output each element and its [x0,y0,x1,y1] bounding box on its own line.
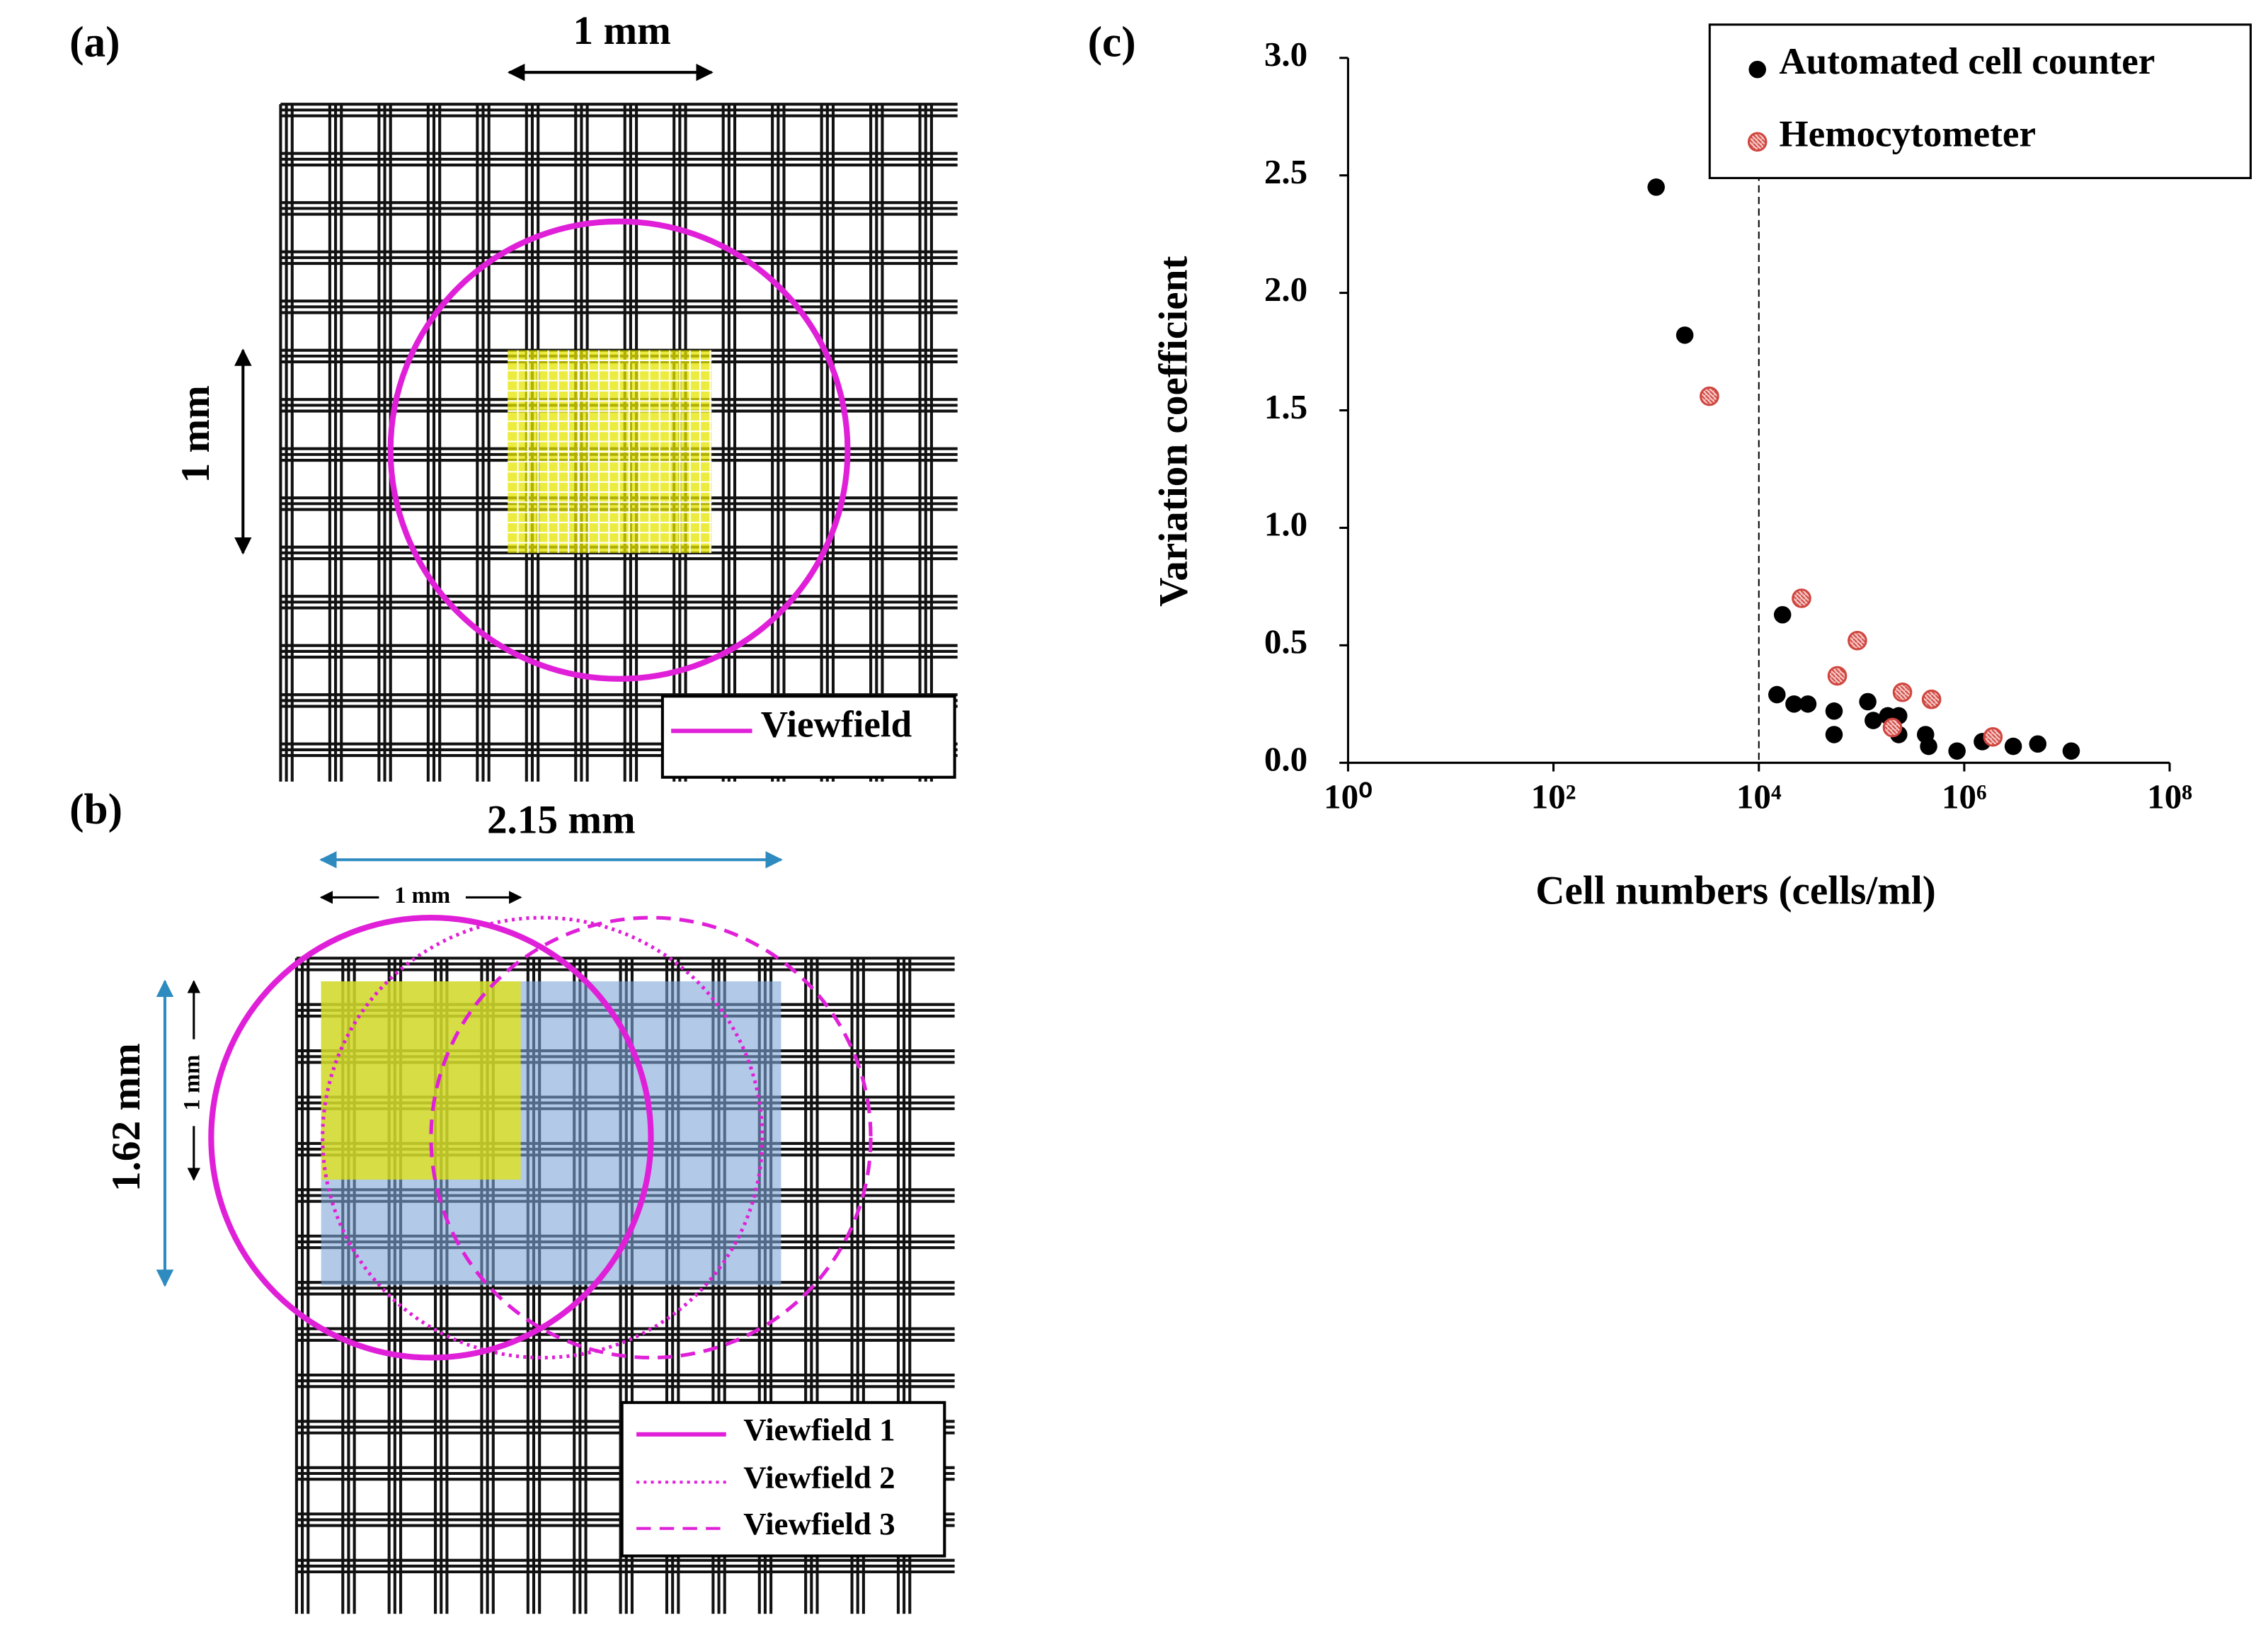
dimension-label: 1 mm [394,883,450,908]
center-square [321,981,521,1180]
legend-label: Viewfield [761,704,912,745]
legend-box [1708,23,2252,179]
y-tick-label: 1.0 [1264,505,1307,544]
legend-label: Viewfield 3 [743,1506,895,1541]
y-tick-label: 2.0 [1264,270,1307,309]
data-point [1948,742,1966,760]
data-point [1768,685,1786,704]
x-tick-label: 10⁸ [2147,777,2192,816]
data-point [1921,689,1942,709]
viewfield-3 [429,916,873,1360]
data-point [1848,630,1867,651]
y-tick-label: 0.5 [1264,622,1307,661]
data-point [1676,326,1694,344]
y-tick-label: 2.5 [1264,152,1307,191]
data-point [1827,666,1848,686]
dimension-label: 1 mm [573,8,671,53]
legend-box [620,1401,946,1558]
data-point [1825,726,1843,743]
data-point [2029,735,2047,753]
data-point [1865,712,1882,729]
dimension-label: 1 mm [173,385,218,483]
legend-marker [1747,132,1768,152]
data-point [1785,695,1803,713]
x-tick-label: 10⁶ [1942,777,1987,816]
panel-label: (a) [69,18,120,66]
data-point [1882,717,1903,738]
data-point [1799,695,1817,713]
y-axis-label: Variation coefficient [1151,256,1196,606]
legend-label: Viewfield 1 [743,1412,895,1447]
viewfield [387,218,851,682]
data-point [1700,386,1719,406]
y-tick-label: 3.0 [1264,35,1307,74]
legend-box [660,695,956,779]
data-point [1647,178,1665,196]
viewfield-1 [208,914,654,1361]
data-point [1920,737,1937,755]
panel-label: (c) [1088,18,1136,66]
legend-label: Automated cell counter [1779,41,2155,82]
data-point [1792,588,1811,608]
dimension-label: 1 mm [179,1055,205,1111]
legend-marker [1748,60,1766,79]
y-tick-label: 0.0 [1264,740,1307,779]
dimension-label: 1.62 mm [104,1043,149,1192]
y-tick-label: 1.5 [1264,387,1307,426]
viewfield-2 [321,916,764,1360]
dimension-label: 2.15 mm [487,797,636,842]
data-point [1859,692,1877,711]
data-point [1773,605,1792,624]
x-tick-label: 10⁴ [1736,777,1782,816]
data-point [1892,682,1913,702]
scatter-chart: 0.0 0.5 1.0 1.5 2.0 2.5 3.0 10⁰ 10² 10⁴ 10⁶ 10⁸ Auto… [1264,23,2252,816]
x-tick-label: 10⁰ [1324,777,1373,816]
legend-label: Viewfield 2 [743,1460,895,1495]
panel-label: (b) [69,785,122,833]
x-tick-label: 10² [1531,777,1576,816]
data-point [1825,702,1843,720]
data-point [2004,737,2022,755]
grid-b [294,957,955,1614]
data-point [1983,726,2003,747]
x-axis-label: Cell numbers (cells/ml) [1535,868,1936,913]
legend-label: Hemocytometer [1779,113,2036,154]
data-point [2062,742,2080,760]
